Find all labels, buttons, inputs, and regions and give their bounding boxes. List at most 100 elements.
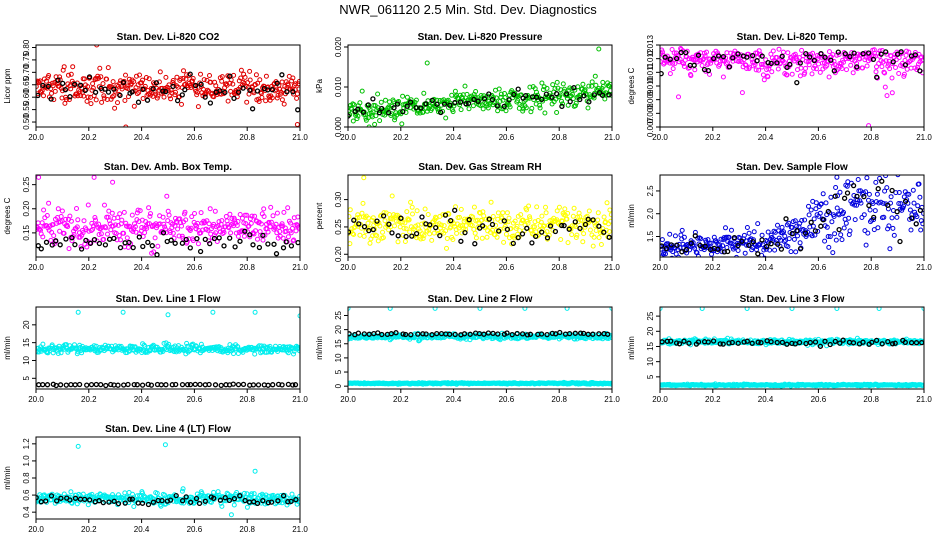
data-point-all — [42, 94, 46, 98]
data-point-all — [295, 123, 299, 127]
data-point-all — [485, 235, 489, 239]
data-point-all — [660, 238, 664, 242]
data-point-subset — [755, 59, 759, 63]
data-point-all — [282, 210, 286, 214]
data-point-all — [814, 201, 818, 205]
data-point-all — [373, 122, 377, 126]
data-point-subset — [516, 236, 520, 240]
data-point-all — [368, 241, 372, 245]
y-tick-label: 25 — [646, 311, 655, 320]
data-point-all — [540, 214, 544, 218]
data-point-subset — [93, 238, 97, 242]
data-point-subset — [898, 240, 902, 244]
data-point-all — [141, 97, 145, 101]
data-point-all — [166, 313, 170, 317]
data-point-all — [833, 232, 837, 236]
data-point-subset — [553, 230, 557, 234]
data-point-all — [796, 234, 800, 238]
data-point-all — [124, 73, 128, 77]
data-point-all — [106, 66, 110, 70]
x-tick-label: 20.4 — [758, 263, 774, 272]
data-point-all — [42, 208, 46, 212]
x-tick-label: 20.4 — [758, 133, 774, 142]
data-point-all — [773, 248, 777, 252]
data-point-all — [98, 66, 102, 70]
data-point-all — [110, 211, 114, 215]
data-point-subset — [176, 99, 180, 103]
data-point-subset — [819, 224, 823, 228]
data-point-all — [481, 107, 485, 111]
data-point-all — [570, 233, 574, 237]
data-point-all — [264, 99, 268, 103]
data-point-subset — [286, 382, 290, 386]
data-point-all — [771, 49, 775, 53]
data-point-subset — [745, 55, 749, 59]
data-point-subset — [88, 75, 92, 79]
data-point-subset — [272, 242, 276, 246]
data-point-all — [912, 201, 916, 205]
plot-frame — [36, 175, 300, 257]
data-point-all — [725, 246, 729, 250]
data-point-subset — [181, 383, 185, 387]
y-tick-label: 5 — [334, 369, 343, 374]
data-point-subset — [356, 331, 360, 335]
data-point-all — [248, 78, 252, 82]
data-point-all — [792, 237, 796, 241]
data-point-all — [132, 505, 136, 509]
data-point-subset — [266, 242, 270, 246]
data-point-all — [835, 206, 839, 210]
data-point-all — [700, 64, 704, 68]
data-point-subset — [146, 98, 150, 102]
data-points — [34, 43, 301, 129]
data-point-subset — [463, 231, 467, 235]
data-point-subset — [584, 223, 588, 227]
data-point-all — [894, 167, 898, 171]
data-point-all — [696, 254, 700, 258]
data-point-all — [876, 226, 880, 230]
data-point-all — [403, 240, 407, 244]
data-point-all — [893, 171, 897, 175]
y-tick-label: 15 — [646, 341, 655, 350]
data-point-subset — [371, 228, 375, 232]
data-point-subset — [914, 222, 918, 226]
data-point-all — [162, 95, 166, 99]
data-point-subset — [228, 236, 232, 240]
data-point-all — [897, 72, 901, 76]
x-tick-label: 20.2 — [81, 133, 97, 142]
data-point-subset — [46, 383, 50, 387]
data-point-all — [236, 234, 240, 238]
data-point-subset — [414, 106, 418, 110]
y-tick-label: 10 — [22, 355, 31, 364]
y-axis-label: ml/min — [3, 466, 12, 490]
data-point-all — [408, 230, 412, 234]
x-tick-label: 20.8 — [551, 133, 567, 142]
data-point-all — [254, 73, 258, 77]
data-point-all — [455, 231, 459, 235]
chart-title: Stan. Dev. Sample Flow — [736, 162, 848, 173]
data-point-all — [809, 208, 813, 212]
data-point-all — [540, 81, 544, 85]
data-point-subset — [693, 234, 697, 238]
data-point-all — [544, 211, 548, 215]
data-point-subset — [555, 92, 559, 96]
data-point-all — [256, 237, 260, 241]
data-point-all — [393, 224, 397, 228]
data-point-all — [602, 215, 606, 219]
data-point-subset — [573, 220, 577, 224]
data-point-subset — [880, 342, 884, 346]
data-point-all — [118, 212, 122, 216]
data-point-all — [596, 211, 600, 215]
data-point-subset — [473, 242, 477, 246]
data-point-all — [608, 208, 612, 212]
data-point-subset — [108, 237, 112, 241]
data-point-subset — [821, 218, 825, 222]
data-point-all — [426, 213, 430, 217]
data-point-subset — [296, 108, 300, 112]
data-point-subset — [692, 63, 696, 67]
